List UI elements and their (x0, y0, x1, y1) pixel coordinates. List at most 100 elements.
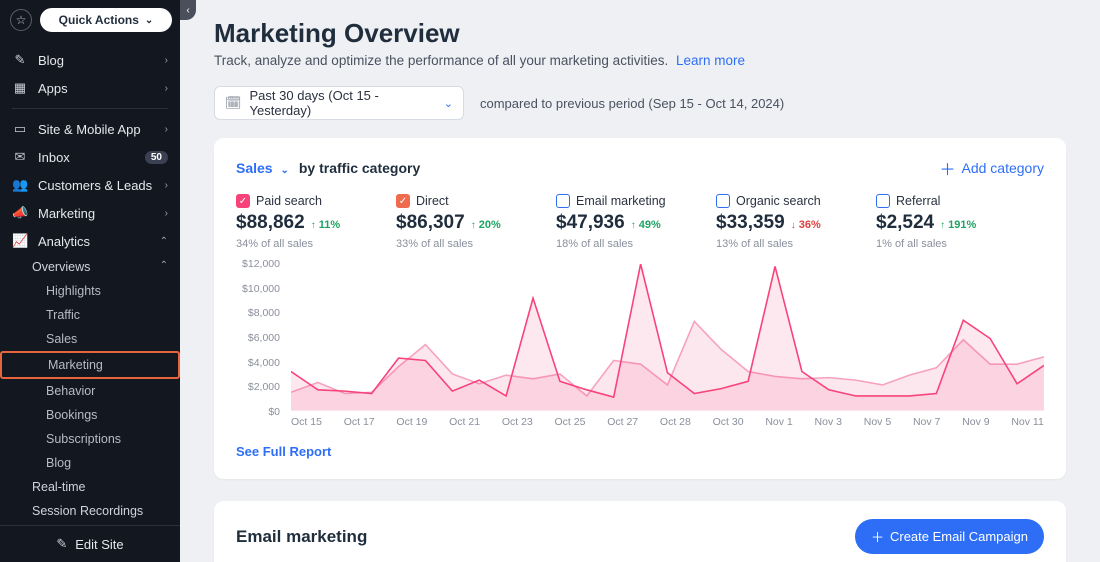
quick-actions-button[interactable]: Quick Actions ⌄ (40, 8, 172, 32)
sidebar-item-blog[interactable]: Blog (0, 451, 180, 475)
nav-label: Marketing (38, 206, 155, 221)
nav-label: Inbox (38, 150, 135, 165)
x-tick: Nov 11 (1011, 416, 1044, 434)
metric-paid-search: ✓ Paid search $88,862 ↑ 11% 34% of all s… (236, 194, 356, 250)
sidebar-item-marketing[interactable]: Marketing (0, 351, 180, 379)
email-marketing-card: Email marketing ＋ Create Email Campaign … (214, 501, 1066, 562)
create-btn-label: Create Email Campaign (890, 529, 1028, 544)
x-tick: Oct 30 (713, 416, 744, 434)
pencil-icon: ✎ (56, 536, 67, 552)
x-tick: Oct 28 (660, 416, 691, 434)
main-content: Marketing Overview Track, analyze and op… (180, 0, 1100, 562)
sidebar-item-bookings[interactable]: Bookings (0, 403, 180, 427)
nav-icon: ✉ (12, 149, 28, 165)
metric-value: $33,359 (716, 212, 785, 234)
checkbox[interactable] (556, 194, 570, 208)
x-tick: Nov 1 (765, 416, 792, 434)
date-range-picker[interactable]: 🗓 Past 30 days (Oct 15 - Yesterday) ⌄ (214, 86, 464, 120)
metric-email-marketing: Email marketing $47,936 ↑ 49% 18% of all… (556, 194, 676, 250)
metric-organic-search: Organic search $33,359 ↓ 36% 13% of all … (716, 194, 836, 250)
sidebar-nav: ✎ Blog › ▦ Apps › ▭Site & Mobile App› ✉ Inbox 50… (0, 40, 180, 525)
add-category-label: Add category (962, 160, 1045, 176)
sidebar-item-site-mobile-app[interactable]: ▭Site & Mobile App› (0, 115, 180, 143)
metric-name: Direct (416, 194, 449, 208)
nav-label: Apps (38, 81, 155, 96)
sidebar-item-real-time[interactable]: Real-time (0, 475, 180, 499)
metric-sub: 34% of all sales (236, 238, 356, 250)
nav-icon: ✎ (12, 52, 28, 68)
checkbox[interactable] (876, 194, 890, 208)
compared-label: compared to previous period (Sep 15 - Oc… (480, 96, 784, 111)
x-tick: Oct 19 (396, 416, 427, 434)
create-email-campaign-button[interactable]: ＋ Create Email Campaign (855, 519, 1044, 554)
x-tick: Oct 21 (449, 416, 480, 434)
sidebar-item-inbox[interactable]: ✉ Inbox 50 (0, 143, 180, 171)
sidebar-item-highlights[interactable]: Highlights (0, 279, 180, 303)
see-full-report-link[interactable]: See Full Report (236, 444, 331, 459)
sidebar-item-overviews[interactable]: Overviews⌃ (0, 255, 180, 279)
metric-value: $86,307 (396, 212, 465, 234)
edit-site-button[interactable]: ✎ Edit Site (0, 525, 180, 562)
add-category-button[interactable]: ＋ Add category (939, 156, 1044, 180)
metric-sub: 1% of all sales (876, 238, 996, 250)
sales-dropdown[interactable]: Sales ⌄ (236, 160, 289, 176)
star-icon[interactable]: ☆ (10, 9, 32, 31)
nav-label: Blog (38, 53, 155, 68)
nav-icon: 📈 (12, 233, 28, 249)
y-tick: $0 (268, 406, 280, 418)
sidebar-item-blog[interactable]: ✎ Blog › (0, 46, 180, 74)
nav-icon: 👥 (12, 177, 28, 193)
nav-label: Analytics (38, 234, 150, 249)
metric-sub: 18% of all sales (556, 238, 676, 250)
x-tick: Oct 15 (291, 416, 322, 434)
plus-icon: ＋ (871, 527, 884, 546)
plus-icon: ＋ (939, 156, 955, 180)
y-tick: $2,000 (248, 381, 280, 393)
y-tick: $6,000 (248, 332, 280, 344)
chevron-right-icon: › (165, 180, 168, 191)
quick-actions-label: Quick Actions (59, 13, 139, 27)
calendar-icon: 🗓 (225, 95, 242, 111)
metric-referral: Referral $2,524 ↑ 191% 1% of all sales (876, 194, 996, 250)
x-tick: Nov 9 (962, 416, 989, 434)
x-tick: Oct 25 (555, 416, 586, 434)
x-tick: Oct 17 (344, 416, 375, 434)
checkbox[interactable]: ✓ (236, 194, 250, 208)
chevron-right-icon: › (165, 208, 168, 219)
badge: 50 (145, 151, 168, 164)
metric-delta: ↑ 20% (471, 219, 501, 231)
checkbox[interactable] (716, 194, 730, 208)
metric-delta: ↑ 11% (311, 219, 340, 231)
sidebar: ☆ Quick Actions ⌄ ✎ Blog › ▦ Apps › ▭Site & M… (0, 0, 180, 562)
sidebar-item-customers-leads[interactable]: 👥 Customers & Leads › (0, 171, 180, 199)
sidebar-item-subscriptions[interactable]: Subscriptions (0, 427, 180, 451)
sidebar-item-behavior[interactable]: Behavior (0, 379, 180, 403)
checkbox[interactable]: ✓ (396, 194, 410, 208)
sidebar-item-sales[interactable]: Sales (0, 327, 180, 351)
metric-name: Organic search (736, 194, 821, 208)
sidebar-item-apps[interactable]: ▦ Apps › (0, 74, 180, 102)
x-tick: Nov 3 (815, 416, 842, 434)
email-card-title: Email marketing (236, 527, 367, 547)
chevron-right-icon: › (165, 55, 168, 66)
metric-direct: ✓ Direct $86,307 ↑ 20% 33% of all sales (396, 194, 516, 250)
sidebar-item-traffic[interactable]: Traffic (0, 303, 180, 327)
chevron-right-icon: › (165, 83, 168, 94)
y-tick: $8,000 (248, 307, 280, 319)
metric-name: Paid search (256, 194, 322, 208)
metric-value: $2,524 (876, 212, 934, 234)
metric-delta: ↑ 191% (940, 219, 976, 231)
metric-delta: ↓ 36% (791, 219, 821, 231)
x-tick: Oct 23 (502, 416, 533, 434)
sidebar-item-analytics[interactable]: 📈Analytics⌃ (0, 227, 180, 255)
learn-more-link[interactable]: Learn more (676, 53, 745, 68)
metric-sub: 33% of all sales (396, 238, 516, 250)
sidebar-item-session-recordings[interactable]: Session Recordings (0, 499, 180, 523)
nav-icon: ▭ (12, 121, 28, 137)
x-tick: Nov 5 (864, 416, 891, 434)
sidebar-item-marketing[interactable]: 📣Marketing› (0, 199, 180, 227)
sales-label: Sales (236, 160, 273, 176)
y-tick: $10,000 (242, 283, 280, 295)
nav-label: Customers & Leads (38, 178, 155, 193)
nav-icon: ▦ (12, 80, 28, 96)
